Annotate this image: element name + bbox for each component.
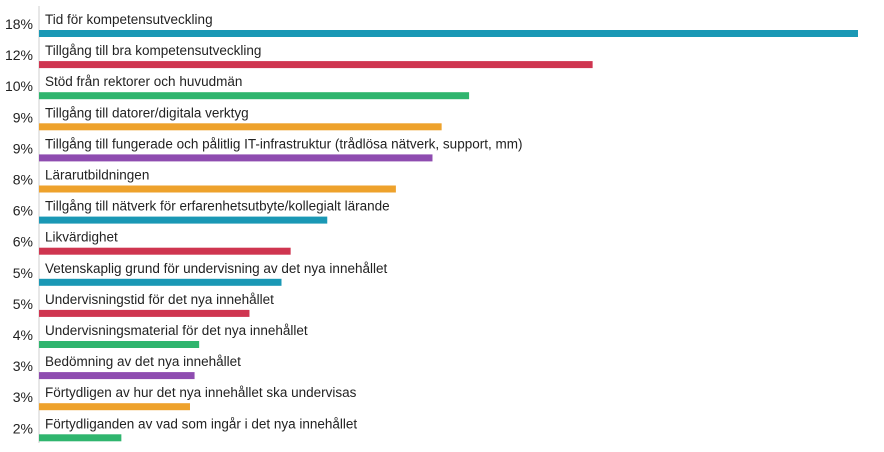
bar-value-label: 12% — [5, 47, 33, 63]
bar-category-label: Tillgång till datorer/digitala verktyg — [45, 105, 249, 120]
bar-value-label: 9% — [13, 109, 33, 125]
bar — [39, 372, 195, 380]
bar-value-label: 3% — [13, 358, 33, 374]
bar — [39, 123, 442, 131]
bar-category-label: Vetenskaplig grund för undervisning av d… — [45, 261, 387, 276]
bar-category-label: Undervisningstid för det nya innehållet — [45, 292, 274, 307]
bar-value-label: 8% — [13, 172, 33, 188]
bar-category-label: Tillgång till nätverk för erfarenhetsutb… — [45, 199, 390, 214]
bar-category-label: Förtydliganden av vad som ingår i det ny… — [45, 416, 357, 431]
bar-category-label: Lärarutbildningen — [45, 168, 149, 183]
bars-group: Tid för kompetensutveckling 18% Tillgång t… — [5, 12, 858, 442]
bar-category-label: Tillgång till bra kompetensutveckling — [45, 43, 261, 58]
bar — [39, 247, 291, 255]
bar-value-label: 10% — [5, 78, 33, 94]
bar-value-label: 6% — [13, 234, 33, 250]
bar — [39, 403, 190, 411]
bar — [39, 309, 250, 317]
bar-category-label: Stöd från rektorer och huvudmän — [45, 74, 242, 89]
bar-category-label: Förtydligen av hur det nya innehållet sk… — [45, 385, 357, 400]
bar-value-label: 18% — [5, 16, 33, 32]
bar-value-label: 4% — [13, 327, 33, 343]
bar — [39, 278, 282, 286]
bar-value-label: 2% — [13, 420, 33, 436]
bar — [39, 154, 433, 162]
bar-value-label: 3% — [13, 389, 33, 405]
bar — [39, 341, 200, 348]
bar-value-label: 5% — [13, 296, 33, 312]
bar-category-label: Tillgång till fungerade och pålitlig IT-… — [45, 136, 522, 151]
bar — [39, 216, 328, 224]
bar-value-label: 9% — [13, 140, 33, 156]
bar — [39, 434, 122, 442]
bar-category-label: Likvärdighet — [45, 230, 118, 245]
bar-value-label: 6% — [13, 203, 33, 219]
bar-category-label: Bedömning av det nya innehållet — [45, 354, 241, 369]
bar — [39, 185, 396, 193]
bar-category-label: Undervisningsmaterial för det nya innehå… — [45, 323, 308, 338]
bar — [39, 30, 858, 37]
bar — [39, 61, 593, 69]
bar-category-label: Tid för kompetensutveckling — [45, 12, 213, 27]
bar — [39, 92, 470, 100]
bar-value-label: 5% — [13, 265, 33, 281]
